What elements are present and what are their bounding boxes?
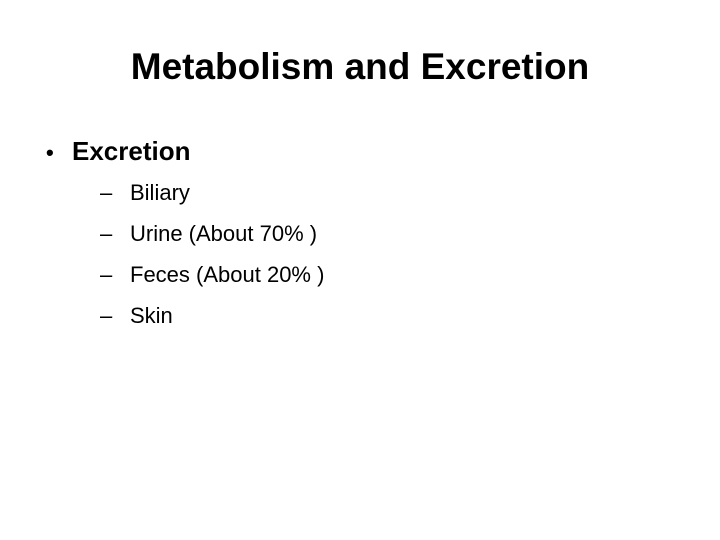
dash-marker: – [100, 262, 113, 287]
sub-item-urine: – Urine (About 70% ) [100, 213, 660, 254]
bullet-marker: • [46, 140, 54, 165]
dash-marker: – [100, 303, 113, 328]
bullet-list: • Excretion [46, 130, 666, 174]
sub-item-skin: – Skin [100, 295, 660, 336]
sub-item-text: Feces (About 20% ) [130, 262, 325, 287]
bullet-item-excretion: • Excretion [46, 130, 666, 174]
sub-item-text: Skin [130, 303, 173, 328]
sub-item-text: Biliary [130, 180, 190, 205]
bullet-text: Excretion [72, 136, 191, 166]
slide-title: Metabolism and Excretion [130, 46, 590, 87]
sub-bullet-list: – Biliary – Urine (About 70% ) – Feces (… [100, 172, 660, 336]
sub-item-text: Urine (About 70% ) [130, 221, 318, 246]
sub-item-biliary: – Biliary [100, 172, 660, 213]
dash-marker: – [100, 180, 113, 205]
dash-marker: – [100, 221, 113, 246]
sub-item-feces: – Feces (About 20% ) [100, 254, 660, 295]
